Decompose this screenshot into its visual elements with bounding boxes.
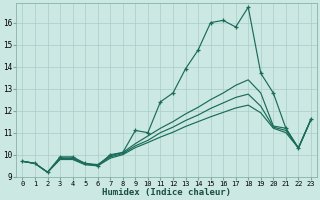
X-axis label: Humidex (Indice chaleur): Humidex (Indice chaleur) [102,188,231,197]
